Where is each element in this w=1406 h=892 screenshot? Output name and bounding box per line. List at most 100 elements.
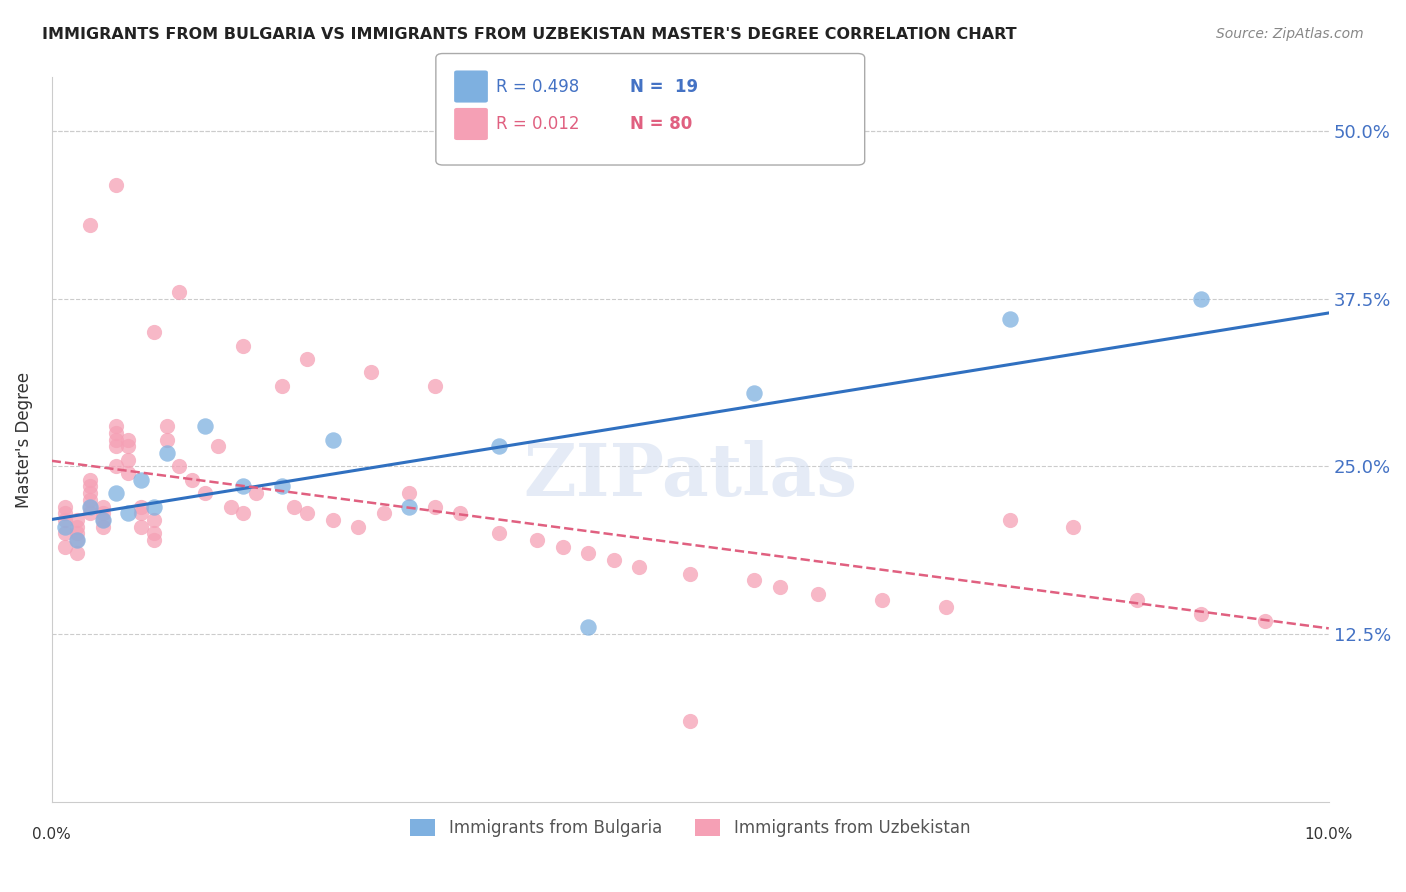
Point bbox=[551, 540, 574, 554]
Point bbox=[66, 533, 89, 547]
Point bbox=[283, 500, 305, 514]
Point bbox=[79, 486, 101, 500]
Point bbox=[156, 433, 179, 447]
Point bbox=[104, 178, 127, 192]
Point bbox=[194, 419, 217, 434]
Point bbox=[602, 553, 624, 567]
Point bbox=[347, 519, 370, 533]
Point bbox=[423, 379, 446, 393]
Point bbox=[742, 574, 765, 588]
Point bbox=[53, 540, 76, 554]
Point bbox=[91, 513, 114, 527]
Point bbox=[129, 506, 152, 520]
Point bbox=[207, 439, 229, 453]
Text: 10.0%: 10.0% bbox=[1305, 827, 1353, 842]
Point bbox=[117, 466, 139, 480]
Point bbox=[232, 479, 254, 493]
Text: R = 0.498: R = 0.498 bbox=[496, 78, 579, 95]
Point bbox=[181, 473, 204, 487]
Point bbox=[104, 433, 127, 447]
Point bbox=[104, 419, 127, 434]
Point bbox=[295, 506, 318, 520]
Point bbox=[935, 600, 957, 615]
Point bbox=[117, 433, 139, 447]
Point bbox=[449, 506, 471, 520]
Point bbox=[526, 533, 548, 547]
Point bbox=[142, 500, 165, 514]
Point bbox=[66, 547, 89, 561]
Point bbox=[104, 425, 127, 440]
Point bbox=[66, 513, 89, 527]
Point bbox=[117, 506, 139, 520]
Point bbox=[156, 419, 179, 434]
Point bbox=[129, 500, 152, 514]
Text: N =  19: N = 19 bbox=[630, 78, 697, 95]
Point bbox=[576, 620, 599, 634]
Point bbox=[79, 479, 101, 493]
Point bbox=[1126, 593, 1149, 607]
Point bbox=[1189, 292, 1212, 306]
Point bbox=[870, 593, 893, 607]
Point bbox=[53, 513, 76, 527]
Point bbox=[1254, 614, 1277, 628]
Point bbox=[679, 566, 702, 581]
Point bbox=[194, 486, 217, 500]
Text: R = 0.012: R = 0.012 bbox=[496, 115, 579, 133]
Point bbox=[79, 506, 101, 520]
Point bbox=[91, 513, 114, 527]
Point bbox=[117, 452, 139, 467]
Point bbox=[270, 379, 292, 393]
Point bbox=[79, 492, 101, 507]
Point bbox=[373, 506, 395, 520]
Point bbox=[104, 459, 127, 474]
Legend: Immigrants from Bulgaria, Immigrants from Uzbekistan: Immigrants from Bulgaria, Immigrants fro… bbox=[404, 813, 977, 844]
Text: Source: ZipAtlas.com: Source: ZipAtlas.com bbox=[1216, 27, 1364, 41]
Text: N = 80: N = 80 bbox=[630, 115, 692, 133]
Point bbox=[232, 506, 254, 520]
Point bbox=[295, 352, 318, 367]
Point bbox=[628, 560, 651, 574]
Point bbox=[398, 500, 420, 514]
Point bbox=[1062, 519, 1084, 533]
Point bbox=[91, 500, 114, 514]
Point bbox=[79, 218, 101, 232]
Point bbox=[142, 526, 165, 541]
Point bbox=[142, 325, 165, 339]
Y-axis label: Master's Degree: Master's Degree bbox=[15, 371, 32, 508]
Point bbox=[129, 519, 152, 533]
Point bbox=[53, 506, 76, 520]
Point bbox=[156, 446, 179, 460]
Point bbox=[142, 513, 165, 527]
Point bbox=[769, 580, 792, 594]
Point bbox=[53, 526, 76, 541]
Point bbox=[169, 459, 191, 474]
Point bbox=[53, 519, 76, 533]
Point bbox=[104, 486, 127, 500]
Point bbox=[169, 285, 191, 299]
Point bbox=[488, 526, 510, 541]
Point bbox=[360, 366, 382, 380]
Point bbox=[142, 533, 165, 547]
Point bbox=[79, 500, 101, 514]
Point bbox=[79, 500, 101, 514]
Text: IMMIGRANTS FROM BULGARIA VS IMMIGRANTS FROM UZBEKISTAN MASTER'S DEGREE CORRELATI: IMMIGRANTS FROM BULGARIA VS IMMIGRANTS F… bbox=[42, 27, 1017, 42]
Point bbox=[245, 486, 267, 500]
Point bbox=[66, 533, 89, 547]
Point bbox=[129, 473, 152, 487]
Point bbox=[742, 385, 765, 400]
Point bbox=[104, 439, 127, 453]
Point bbox=[79, 473, 101, 487]
Point bbox=[53, 500, 76, 514]
Point bbox=[488, 439, 510, 453]
Point bbox=[998, 513, 1021, 527]
Point bbox=[270, 479, 292, 493]
Point bbox=[679, 714, 702, 728]
Point bbox=[322, 433, 344, 447]
Point bbox=[219, 500, 242, 514]
Point bbox=[232, 338, 254, 352]
Point bbox=[66, 526, 89, 541]
Text: ZIPatlas: ZIPatlas bbox=[523, 441, 858, 511]
Point bbox=[576, 547, 599, 561]
Point bbox=[423, 500, 446, 514]
Point bbox=[91, 519, 114, 533]
